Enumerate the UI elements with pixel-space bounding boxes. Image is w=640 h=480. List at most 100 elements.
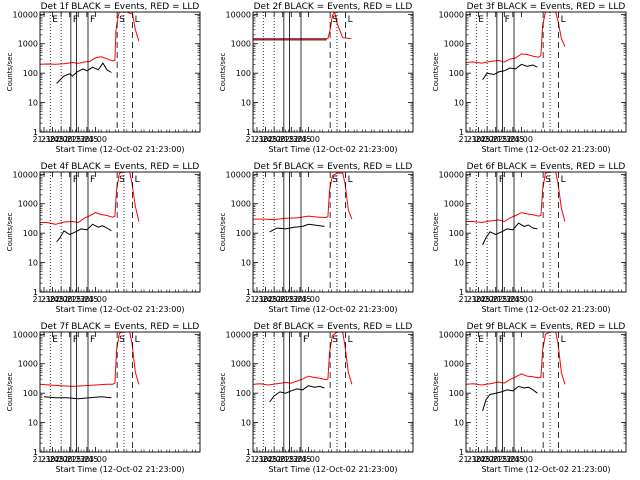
plot-frame: [39, 331, 201, 453]
lld-series-line: [253, 332, 353, 386]
x-tick-label: 22:15: [484, 135, 507, 144]
x-axis-label: Start Time (12-Oct-02 21:23:00): [481, 465, 610, 474]
y-tick-label: 1: [459, 288, 464, 297]
x-tick-label: 22:00: [263, 455, 286, 464]
x-axis-label: Start Time (12-Oct-02 21:23:00): [55, 465, 184, 474]
x-tick-label: 22:15: [58, 455, 81, 464]
x-tick-label: 21:45: [254, 295, 277, 304]
lld-series-line: [253, 12, 352, 40]
y-tick-label: 1000: [444, 360, 464, 369]
y-tick-label: 100: [449, 69, 464, 78]
time-marker-label: S: [545, 175, 551, 185]
events-series-line: [269, 223, 325, 233]
time-marker-label: L: [135, 335, 140, 345]
plot-frame: [39, 11, 201, 133]
time-marker-label: E: [478, 335, 484, 345]
events-series-line: [269, 385, 325, 403]
time-marker-label: F: [73, 335, 78, 345]
y-tick-label: 100: [236, 389, 251, 398]
y-tick-label: 10: [454, 419, 464, 428]
x-tick-label: 23:00: [510, 455, 533, 464]
y-tick-label: 1000: [231, 360, 251, 369]
events-series-line: [43, 396, 112, 400]
y-tick-label: 1: [246, 288, 251, 297]
time-marker-label: S: [332, 335, 338, 345]
x-tick-label: 22:30: [67, 135, 90, 144]
y-tick-label: 10000: [226, 330, 251, 339]
time-marker-label: F: [499, 175, 504, 185]
time-marker-label: S: [332, 175, 338, 185]
x-tick-label: 22:45: [501, 135, 524, 144]
chart-title: Det 2f BLACK = Events, RED = LLD: [254, 2, 413, 12]
x-tick-label: 21:45: [467, 135, 490, 144]
x-tick-label: 21:45: [467, 455, 490, 464]
x-tick-label: 22:15: [484, 455, 507, 464]
y-tick-label: 1000: [18, 40, 38, 49]
chart-title: Det 8f BLACK = Events, RED = LLD: [254, 322, 413, 332]
x-tick-label: 23:00: [297, 455, 320, 464]
lld-series-line: [466, 172, 566, 224]
y-tick-label: 100: [449, 229, 464, 238]
y-tick-label: 1000: [444, 200, 464, 209]
chart-panel: Det 8f BLACK = Events, RED = LLD 1 10 100 10…: [219, 322, 414, 474]
x-tick-label: 22:45: [288, 455, 311, 464]
y-tick-label: 10000: [439, 170, 464, 179]
x-tick-label: 22:45: [75, 295, 98, 304]
x-tick-label: 22:15: [484, 295, 507, 304]
x-tick-label: 23:00: [84, 295, 107, 304]
x-tick-label: 23:00: [510, 135, 533, 144]
y-tick-label: 1000: [18, 200, 38, 209]
y-tick-label: 1: [33, 288, 38, 297]
x-tick-label: 22:15: [271, 135, 294, 144]
time-marker-label: L: [135, 15, 140, 25]
plot-frame: [465, 171, 627, 293]
y-tick-label: 10: [241, 99, 251, 108]
events-series-line: [482, 63, 538, 80]
y-axis-label: Counts/sec: [219, 213, 227, 252]
x-tick-label: 22:15: [271, 455, 294, 464]
x-tick-label: 22:45: [501, 455, 524, 464]
x-tick-label: 22:00: [50, 455, 73, 464]
x-tick-label: 22:00: [476, 455, 499, 464]
plot-frame: [465, 331, 627, 453]
time-marker-label: S: [119, 15, 125, 25]
plot-frame: [252, 11, 414, 133]
x-tick-label: 21:30: [245, 455, 268, 464]
y-tick-label: 10000: [439, 10, 464, 19]
x-tick-label: 22:15: [271, 295, 294, 304]
x-tick-label: 22:30: [493, 455, 516, 464]
x-tick-label: 22:45: [75, 135, 98, 144]
x-tick-label: 22:15: [58, 135, 81, 144]
x-tick-label: 23:00: [297, 295, 320, 304]
time-marker-label: F: [505, 15, 510, 25]
y-tick-label: 10: [454, 259, 464, 268]
x-tick-label: 21:30: [32, 455, 55, 464]
plot-frame: [465, 11, 627, 133]
y-axis-label: Counts/sec: [219, 53, 227, 92]
y-axis-label: Counts/sec: [432, 213, 440, 252]
time-marker-label: F: [90, 15, 95, 25]
chart-panel: Det 5f BLACK = Events, RED = LLD 1 10 100 10…: [219, 162, 414, 314]
x-axis-label: Start Time (12-Oct-02 21:23:00): [268, 465, 397, 474]
x-tick-label: 22:30: [493, 295, 516, 304]
chart-title: Det 5f BLACK = Events, RED = LLD: [254, 162, 413, 172]
chart-panel: Det 2f BLACK = Events, RED = LLD 1 10 100 10…: [219, 2, 414, 154]
y-tick-label: 10: [28, 259, 38, 268]
y-tick-label: 100: [236, 69, 251, 78]
y-tick-label: 1: [33, 448, 38, 457]
time-marker-label: L: [561, 175, 566, 185]
y-tick-label: 10000: [226, 170, 251, 179]
x-tick-label: 23:00: [84, 455, 107, 464]
x-tick-label: 21:30: [245, 295, 268, 304]
y-tick-label: 10000: [13, 170, 38, 179]
y-tick-label: 100: [236, 229, 251, 238]
chart-title: Det 9f BLACK = Events, RED = LLD: [467, 322, 626, 332]
lld-series-line: [466, 332, 566, 386]
x-axis-label: Start Time (12-Oct-02 21:23:00): [55, 145, 184, 154]
y-axis-label: Counts/sec: [6, 213, 14, 252]
x-tick-label: 22:00: [476, 135, 499, 144]
y-tick-label: 100: [23, 389, 38, 398]
lld-series-line: [40, 12, 140, 65]
x-axis-label: Start Time (12-Oct-02 21:23:00): [55, 305, 184, 314]
